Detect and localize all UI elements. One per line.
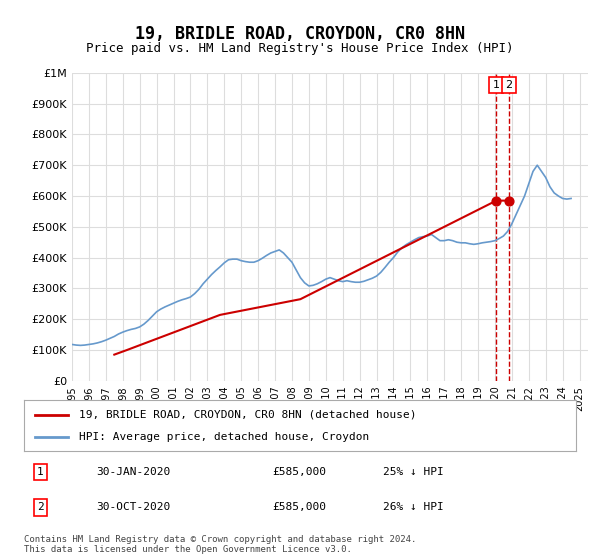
Text: £585,000: £585,000 xyxy=(272,467,326,477)
Text: 1: 1 xyxy=(493,80,500,90)
Text: 1: 1 xyxy=(37,467,44,477)
Text: 19, BRIDLE ROAD, CROYDON, CR0 8HN (detached house): 19, BRIDLE ROAD, CROYDON, CR0 8HN (detac… xyxy=(79,409,416,419)
Text: £585,000: £585,000 xyxy=(272,502,326,512)
Point xyxy=(491,196,501,205)
Text: 2: 2 xyxy=(505,80,512,90)
Text: Contains HM Land Registry data © Crown copyright and database right 2024.
This d: Contains HM Land Registry data © Crown c… xyxy=(24,535,416,554)
Point xyxy=(504,196,514,205)
Text: 25% ↓ HPI: 25% ↓ HPI xyxy=(383,467,443,477)
Text: 19, BRIDLE ROAD, CROYDON, CR0 8HN: 19, BRIDLE ROAD, CROYDON, CR0 8HN xyxy=(135,25,465,43)
Text: HPI: Average price, detached house, Croydon: HPI: Average price, detached house, Croy… xyxy=(79,432,370,442)
Text: 2: 2 xyxy=(37,502,44,512)
Text: 26% ↓ HPI: 26% ↓ HPI xyxy=(383,502,443,512)
Text: 30-OCT-2020: 30-OCT-2020 xyxy=(96,502,170,512)
Text: 30-JAN-2020: 30-JAN-2020 xyxy=(96,467,170,477)
Text: Price paid vs. HM Land Registry's House Price Index (HPI): Price paid vs. HM Land Registry's House … xyxy=(86,42,514,55)
